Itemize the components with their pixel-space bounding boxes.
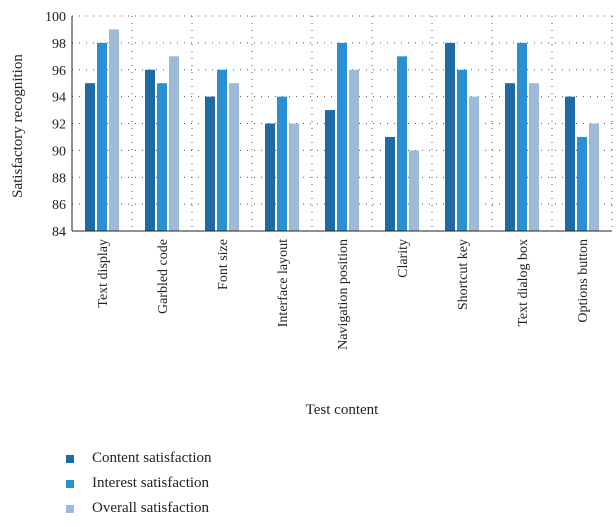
legend-label: Overall satisfaction: [92, 500, 210, 516]
legend-swatch: [66, 454, 74, 463]
bar: [589, 123, 599, 231]
x-tick-label: Interface layout: [276, 239, 291, 327]
y-tick-label: 90: [52, 144, 66, 159]
x-tick-label: Text display: [96, 239, 111, 308]
y-tick-label: 94: [52, 91, 66, 106]
legend-swatch: [66, 479, 74, 488]
legend: Content satisfaction Interest satisfacti…: [66, 446, 212, 521]
y-tick-label: 86: [52, 198, 66, 213]
axes: [71, 16, 612, 232]
bar: [469, 96, 479, 231]
bar: [397, 56, 407, 231]
bar: [409, 150, 419, 231]
bar: [145, 69, 155, 231]
bar: [289, 123, 299, 231]
y-tick-label: 92: [52, 118, 66, 133]
x-tick-label: Clarity: [396, 239, 411, 278]
bar: [157, 83, 167, 231]
y-tick-label: 96: [52, 64, 66, 79]
x-axis-title: Test content: [306, 402, 380, 418]
bar: [577, 136, 587, 231]
legend-label: Content satisfaction: [92, 450, 212, 466]
bar: [517, 42, 527, 231]
x-tick-label: Text dialog box: [516, 239, 531, 327]
x-tick-label: Font size: [216, 239, 231, 290]
x-tick-label: Options button: [576, 239, 591, 323]
bar: [445, 42, 455, 231]
y-tick-label: 98: [52, 37, 66, 52]
bar: [325, 110, 335, 231]
y-tick-label: 100: [45, 10, 66, 25]
legend-swatch: [66, 504, 74, 513]
bar: [205, 96, 215, 231]
bar: [277, 96, 287, 231]
bar: [529, 83, 539, 231]
y-tick-label: 88: [52, 171, 66, 186]
x-tick-label: Shortcut key: [456, 239, 471, 310]
grid: [72, 15, 613, 231]
x-tick-label: Garbled code: [156, 239, 171, 314]
bar: [85, 83, 95, 231]
legend-item-overall-satisfaction: Overall satisfaction: [66, 496, 212, 521]
y-axis-title: Satisfactory recognition: [10, 54, 26, 198]
bar: [265, 123, 275, 231]
x-tick-label: Navigation position: [336, 239, 351, 350]
legend-item-interest-satisfaction: Interest satisfaction: [66, 471, 212, 496]
bar: [457, 69, 467, 231]
bar: [217, 69, 227, 231]
legend-item-content-satisfaction: Content satisfaction: [66, 446, 212, 471]
bar: [505, 83, 515, 231]
y-tick-label: 84: [52, 225, 66, 240]
bar: [565, 96, 575, 231]
legend-label: Interest satisfaction: [92, 475, 210, 491]
bar: [385, 136, 395, 231]
bar: [109, 29, 119, 231]
bar: [169, 56, 179, 231]
bar: [337, 42, 347, 231]
x-tick-labels: Text display Garbled code Font size Interfa…: [96, 239, 591, 350]
bar: [229, 83, 239, 231]
bar: [349, 69, 359, 231]
bar-chart: 84 86 88 90 92 94 96 98 100 Text display Garbled …: [10, 10, 613, 418]
bar: [97, 42, 107, 231]
bars: [85, 29, 599, 231]
y-tick-labels: 84 86 88 90 92 94 96 98 100: [45, 10, 66, 240]
